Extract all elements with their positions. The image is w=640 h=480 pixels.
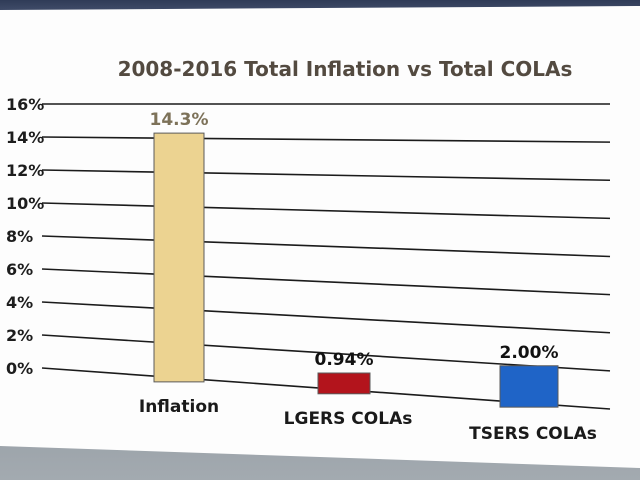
gridline <box>41 268 611 296</box>
y-tick-label: 0% <box>6 359 33 378</box>
y-tick-label: 16% <box>6 95 44 114</box>
y-tick-label: 8% <box>6 227 33 246</box>
category-label: TSERS COLAs <box>469 424 597 444</box>
y-tick-label: 10% <box>6 194 44 213</box>
data-label: 2.00% <box>500 343 559 363</box>
y-tick-label: 4% <box>6 293 33 312</box>
chart-title: 2008-2016 Total Inflation vs Total COLAs <box>118 57 573 81</box>
gridline <box>41 301 611 334</box>
bar <box>317 372 371 395</box>
gridline <box>41 169 611 182</box>
bars <box>153 132 559 408</box>
bar <box>499 365 559 408</box>
gridline <box>41 235 611 258</box>
x-axis-categories: Inflation LGERS COLAs TSERS COLAs <box>139 397 597 444</box>
bar <box>153 132 205 383</box>
y-axis-ticks: 0% 2% 4% 6% 8% 10% 12% 14% 16% <box>6 95 44 378</box>
category-label: Inflation <box>139 397 219 417</box>
gridline <box>41 202 611 220</box>
data-label: 0.94% <box>315 350 374 370</box>
data-label: 14.3% <box>150 110 209 130</box>
y-tick-label: 12% <box>6 161 44 180</box>
gridline <box>41 334 611 372</box>
y-tick-label: 6% <box>6 260 33 279</box>
data-labels: 14.3% 0.94% 2.00% <box>150 110 559 370</box>
gridlines <box>41 103 611 410</box>
gridline <box>41 136 611 143</box>
y-tick-label: 2% <box>6 326 33 345</box>
y-tick-label: 14% <box>6 128 44 147</box>
category-label: LGERS COLAs <box>284 409 413 429</box>
